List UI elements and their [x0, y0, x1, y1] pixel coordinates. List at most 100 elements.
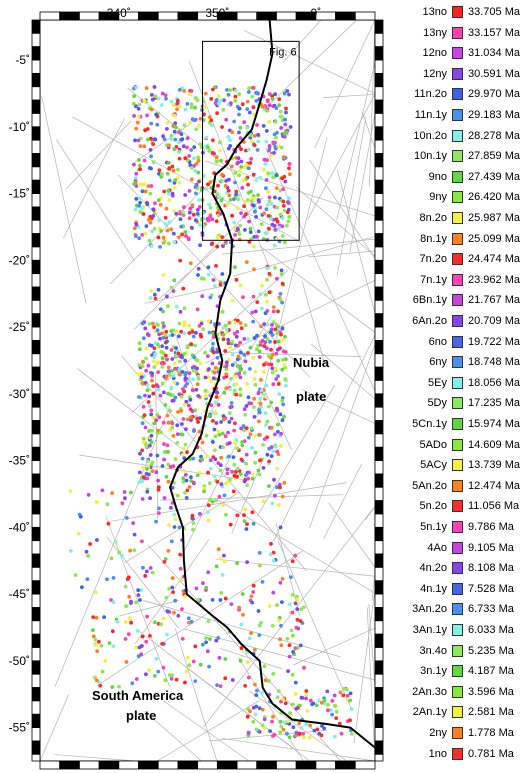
- frame-bar-left: [31, 753, 41, 762]
- anomaly-pick: [152, 355, 157, 359]
- anomaly-pick: [283, 122, 288, 127]
- legend-age-label: 13.739 Ma: [468, 459, 520, 472]
- anomaly-pick: [275, 406, 279, 411]
- anomaly-pick: [155, 328, 160, 333]
- frame-bar-right: [374, 32, 384, 48]
- anomaly-pick: [269, 217, 273, 222]
- anomaly-pick: [263, 411, 268, 415]
- anomaly-pick: [144, 444, 149, 449]
- anomaly-pick: [210, 361, 215, 366]
- anomaly-pick: [134, 677, 139, 681]
- anomaly-pick: [167, 178, 172, 183]
- anomaly-pick: [170, 421, 175, 426]
- legend-row: 5n.2o 11.056 Ma: [395, 496, 520, 516]
- anomaly-pick: [271, 714, 275, 719]
- ship-track: [256, 384, 336, 517]
- anomaly-pick: [181, 417, 186, 421]
- anomaly-pick: [154, 470, 159, 475]
- anomaly-pick: [204, 186, 209, 191]
- anomaly-pick: [221, 417, 226, 422]
- anomaly-pick: [177, 149, 182, 154]
- legend-color-swatch: [452, 459, 463, 472]
- anomaly-pick: [123, 584, 128, 589]
- frame-bar-left: [31, 420, 41, 435]
- anomaly-pick: [166, 420, 171, 425]
- frame-bar-right: [374, 406, 384, 421]
- anomaly-pick: [254, 99, 259, 103]
- anomaly-pick: [276, 358, 281, 363]
- anomaly-pick: [339, 731, 344, 736]
- anomaly-pick: [153, 94, 158, 98]
- anomaly-pick: [131, 521, 136, 525]
- anomaly-pick: [140, 364, 145, 368]
- anomaly-pick: [301, 731, 306, 736]
- anomaly-pick: [140, 497, 145, 501]
- anomaly-pick: [226, 188, 231, 193]
- ship-track: [56, 139, 135, 262]
- anomaly-pick: [270, 333, 275, 337]
- anomaly-pick: [280, 326, 285, 331]
- anomaly-pick: [180, 232, 185, 237]
- anomaly-pick: [143, 189, 148, 194]
- frame-bar-left: [31, 673, 41, 688]
- anomaly-pick: [232, 473, 237, 478]
- frame-bar-left: [31, 553, 41, 568]
- anomaly-pick: [200, 440, 205, 445]
- anomaly-pick: [270, 352, 275, 357]
- anomaly-pick: [259, 378, 263, 382]
- anomaly-pick: [271, 140, 276, 145]
- anomaly-pick: [237, 168, 242, 173]
- anomaly-pick: [228, 387, 232, 391]
- legend-chron-label: 4Ao: [427, 541, 447, 554]
- anomaly-pick: [165, 450, 170, 454]
- legend-color-swatch: [452, 727, 463, 739]
- frame-bar-right: [374, 353, 384, 368]
- anomaly-pick: [198, 512, 202, 516]
- legend-chron-label: 6no: [428, 335, 447, 348]
- ship-track: [66, 120, 132, 190]
- frame-bar-right: [374, 59, 384, 74]
- anomaly-pick: [169, 385, 174, 390]
- anomaly-pick: [158, 393, 163, 398]
- legend-row: 3An.2o 6.733 Ma: [395, 599, 520, 619]
- anomaly-pick: [230, 352, 235, 357]
- anomaly-pick: [282, 481, 287, 485]
- anomaly-pick: [245, 560, 250, 564]
- anomaly-pick: [241, 613, 245, 617]
- anomaly-pick: [282, 720, 287, 725]
- anomaly-pick: [110, 629, 115, 634]
- anomaly-pick: [269, 202, 274, 206]
- legend-age-label: 25.099 Ma: [468, 232, 520, 245]
- anomaly-pick: [262, 211, 267, 216]
- anomaly-pick: [164, 329, 169, 334]
- anomaly-pick: [149, 166, 153, 171]
- anomaly-pick: [135, 629, 140, 633]
- anomaly-pick: [223, 676, 228, 681]
- anomaly-pick: [183, 193, 188, 197]
- anomaly-pick: [206, 272, 211, 277]
- anomaly-pick: [223, 323, 228, 328]
- frame-bar-left: [31, 687, 41, 702]
- frame-bar-left: [31, 620, 41, 635]
- anomaly-pick: [206, 145, 210, 150]
- ship-track: [97, 550, 304, 686]
- anomaly-pick: [141, 440, 146, 445]
- anomaly-pick: [192, 118, 197, 123]
- anomaly-pick: [300, 696, 305, 700]
- anomaly-pick: [148, 191, 153, 196]
- anomaly-pick: [217, 322, 221, 326]
- anomaly-pick: [220, 272, 225, 276]
- anomaly-pick: [174, 355, 179, 359]
- anomaly-pick: [201, 211, 206, 215]
- anomaly-pick: [267, 199, 272, 204]
- anomaly-pick: [174, 304, 179, 309]
- anomaly-pick: [224, 327, 229, 332]
- anomaly-pick: [138, 182, 143, 187]
- ship-track: [203, 505, 376, 728]
- anomaly-pick: [237, 130, 241, 135]
- anomaly-pick: [218, 282, 223, 287]
- anomaly-pick: [219, 158, 224, 163]
- anomaly-pick: [201, 581, 205, 585]
- anomaly-pick: [172, 209, 177, 214]
- anomaly-pick: [209, 403, 214, 408]
